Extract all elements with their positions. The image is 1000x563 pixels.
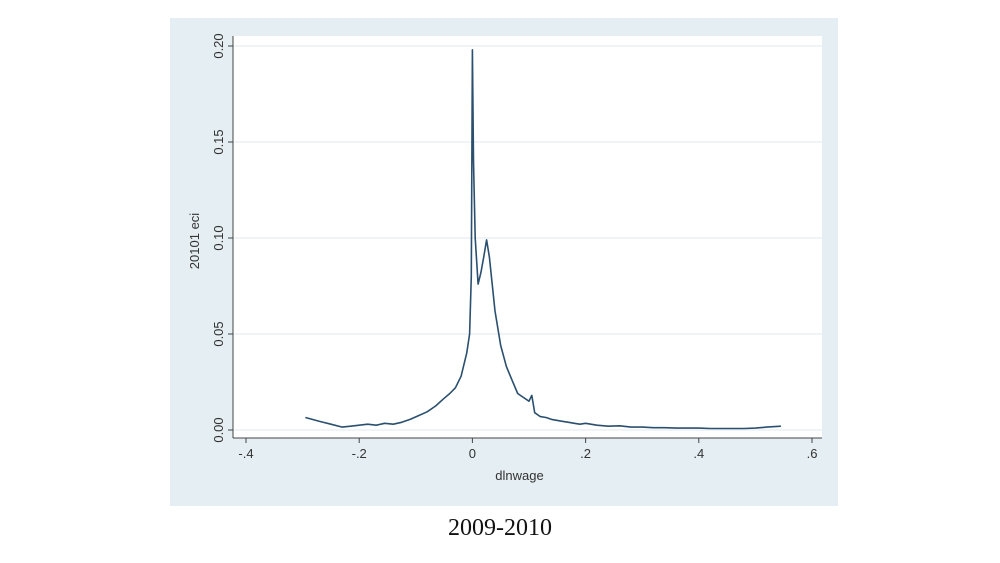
y-tick-label: 0.00 xyxy=(211,417,226,442)
axes xyxy=(228,36,822,443)
tick-labels: 0.00 0.05 0.10 0.15 0.20 -.4 -.2 0 .2 .4 .6 xyxy=(211,33,817,461)
chart-caption: 2009-2010 xyxy=(448,515,552,541)
x-axis-title: dlnwage xyxy=(495,468,543,483)
line-chart: 0.00 0.05 0.10 0.15 0.20 -.4 -.2 0 .2 .4 .6 dlnwag… xyxy=(187,33,822,483)
plot-area xyxy=(233,36,822,438)
x-tick-label: -.2 xyxy=(352,446,367,461)
x-tick-label: .2 xyxy=(580,446,591,461)
y-tick-label: 0.05 xyxy=(211,321,226,346)
x-tick-label: 0 xyxy=(469,446,476,461)
gridlines xyxy=(233,45,822,431)
x-tick-label: -.4 xyxy=(238,446,253,461)
y-tick-label: 0.15 xyxy=(211,129,226,154)
series-line xyxy=(305,49,781,430)
chart-panel: 0.00 0.05 0.10 0.15 0.20 -.4 -.2 0 .2 .4 .6 dlnwag… xyxy=(170,18,838,506)
y-axis-title: 20101 eci xyxy=(187,213,202,269)
y-tick-label: 0.10 xyxy=(211,225,226,250)
x-tick-label: .6 xyxy=(807,446,818,461)
y-tick-label: 0.20 xyxy=(211,33,226,58)
x-tick-label: .4 xyxy=(693,446,704,461)
